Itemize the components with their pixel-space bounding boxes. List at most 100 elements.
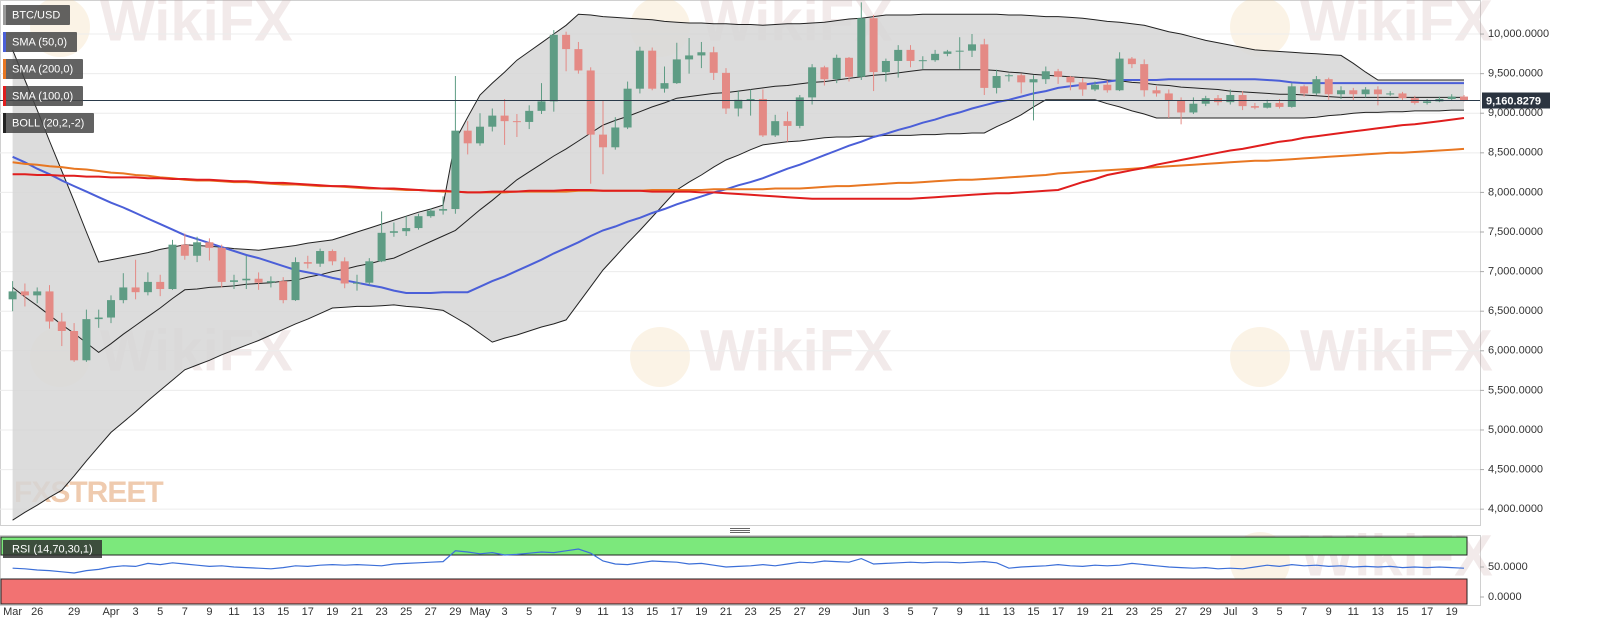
rsi-legend-box bbox=[3, 540, 102, 558]
candle-body bbox=[488, 115, 497, 127]
candle-body bbox=[476, 126, 484, 144]
x-tick-label: 17 bbox=[671, 606, 683, 618]
x-tick-label: Jul bbox=[1223, 606, 1237, 618]
x-tick-label: 17 bbox=[1421, 606, 1433, 618]
x-tick-label: 5 bbox=[1276, 606, 1282, 618]
y-tick-label: 8,500.0000 bbox=[1488, 147, 1543, 159]
legend-label: BTC/USD bbox=[12, 9, 60, 21]
candle-body bbox=[1017, 75, 1026, 83]
candle-body bbox=[1447, 96, 1456, 99]
x-tick-label: 15 bbox=[1027, 606, 1039, 618]
x-tick-label: 19 bbox=[1446, 606, 1458, 618]
candle-body bbox=[660, 83, 669, 89]
x-tick-label: 25 bbox=[1150, 606, 1162, 618]
candle-body bbox=[1361, 89, 1370, 95]
candle-body bbox=[783, 121, 792, 126]
candle-body bbox=[525, 110, 534, 122]
x-tick-label: 29 bbox=[68, 606, 80, 618]
y-tick-label: 9,500.0000 bbox=[1488, 68, 1543, 80]
legend-box bbox=[3, 113, 94, 133]
candle-body bbox=[734, 99, 743, 109]
candle-body bbox=[1386, 93, 1395, 95]
sma-line bbox=[12, 78, 1464, 294]
x-tick-label: 29 bbox=[818, 606, 830, 618]
candle-body bbox=[353, 282, 361, 284]
y-tick-label: 6,000.0000 bbox=[1488, 345, 1543, 357]
candle-body bbox=[1066, 76, 1075, 83]
candle-body bbox=[1312, 79, 1321, 94]
candle-body bbox=[94, 317, 103, 320]
candle-body bbox=[1103, 84, 1112, 91]
bollinger-upper bbox=[12, 13, 1464, 263]
candle-body bbox=[1054, 71, 1063, 77]
candle-body bbox=[918, 60, 927, 62]
candle-body bbox=[57, 321, 66, 331]
candle-body bbox=[45, 291, 54, 322]
x-tick-label: 21 bbox=[1101, 606, 1113, 618]
candle-body bbox=[82, 319, 91, 361]
candle-body bbox=[365, 261, 374, 283]
candle-body bbox=[1177, 100, 1186, 113]
candle-body bbox=[217, 247, 226, 282]
candle-body bbox=[1029, 79, 1038, 83]
candle-body bbox=[414, 216, 423, 229]
x-tick-label: 5 bbox=[157, 606, 163, 618]
x-tick-label: 9 bbox=[957, 606, 963, 618]
candle-body bbox=[955, 50, 964, 52]
candle-body bbox=[1115, 58, 1124, 91]
y-tick-label: 4,000.0000 bbox=[1488, 503, 1543, 515]
candle-body bbox=[845, 57, 853, 77]
candle-body bbox=[8, 291, 17, 300]
candle-body bbox=[1189, 103, 1198, 113]
x-tick-label: 27 bbox=[1175, 606, 1187, 618]
candle-body bbox=[180, 244, 189, 256]
candle-body bbox=[20, 291, 29, 296]
x-tick-label: 25 bbox=[769, 606, 781, 618]
candle-body bbox=[451, 130, 460, 210]
rsi-legend-label: RSI (14,70,30,1) bbox=[12, 543, 93, 555]
candle-body bbox=[33, 291, 42, 296]
x-tick-label: 29 bbox=[1200, 606, 1212, 618]
legend-swatch bbox=[3, 113, 6, 133]
watermark: WikiFX bbox=[1300, 0, 1493, 53]
candle-body bbox=[869, 18, 878, 73]
candle-body bbox=[758, 98, 767, 136]
x-tick-label: 13 bbox=[1372, 606, 1384, 618]
candle-body bbox=[1275, 102, 1284, 107]
candle-body bbox=[992, 76, 1001, 88]
y-tick-label: 10,000.0000 bbox=[1488, 28, 1549, 40]
candle-body bbox=[143, 281, 152, 293]
legend-box bbox=[3, 5, 70, 25]
candle-body bbox=[685, 55, 694, 60]
candle-body bbox=[328, 251, 337, 262]
candle-body bbox=[623, 88, 632, 128]
x-tick-label: 5 bbox=[526, 606, 532, 618]
x-tick-label: Mar bbox=[3, 606, 22, 618]
watermark: WikiFX bbox=[1300, 523, 1493, 588]
x-tick-label: May bbox=[470, 606, 491, 618]
candle-body bbox=[722, 72, 730, 109]
candle-body bbox=[697, 52, 706, 56]
x-tick-label: 15 bbox=[277, 606, 289, 618]
candle-body bbox=[1398, 93, 1407, 99]
candle-body bbox=[599, 134, 607, 148]
overbought-band bbox=[0, 536, 1468, 556]
y-tick-label: 8,000.0000 bbox=[1488, 186, 1543, 198]
x-tick-label: 17 bbox=[1052, 606, 1064, 618]
y-tick-label: 7,500.0000 bbox=[1488, 226, 1543, 238]
y-tick-label: 7,000.0000 bbox=[1488, 266, 1543, 278]
x-tick-label: 11 bbox=[979, 606, 990, 618]
last-price-label: 9,160.8279 bbox=[1486, 95, 1541, 107]
candle-body bbox=[537, 101, 546, 111]
candle-body bbox=[906, 49, 915, 61]
candle-body bbox=[648, 50, 657, 89]
candle-body bbox=[820, 67, 829, 80]
x-tick-label: 23 bbox=[744, 606, 756, 618]
candle-body bbox=[291, 262, 300, 301]
candle-body bbox=[426, 210, 435, 217]
legend-swatch bbox=[3, 86, 6, 106]
x-tick-label: 25 bbox=[400, 606, 412, 618]
candle-body bbox=[832, 57, 841, 80]
legend-swatch bbox=[3, 32, 6, 52]
